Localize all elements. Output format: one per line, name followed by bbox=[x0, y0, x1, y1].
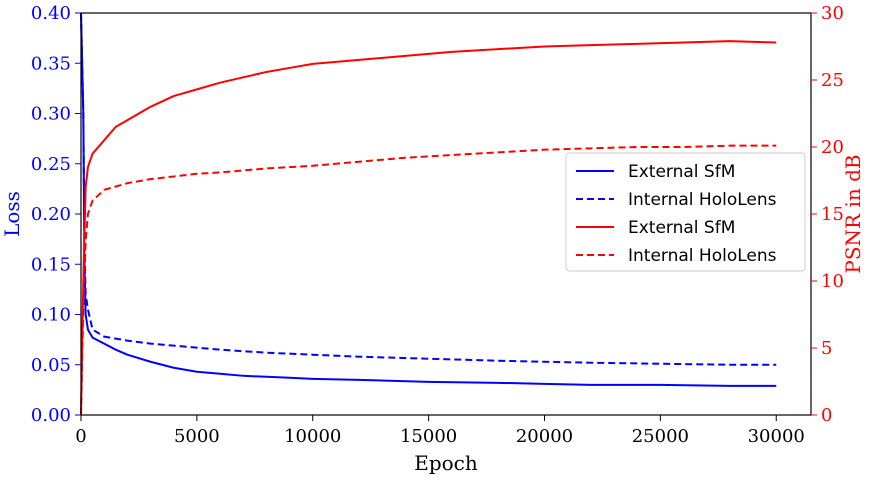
x-tick-label: 0 bbox=[75, 426, 86, 447]
series-line-external-sfm-loss bbox=[80, 12, 777, 387]
x-tick-label: 10000 bbox=[284, 426, 341, 447]
legend: External SfM Internal HoloLens External … bbox=[565, 152, 806, 272]
x-tick-label: 5000 bbox=[174, 426, 220, 447]
y-axis-left: 0.00 0.05 0.10 0.15 0.20 0.25 0.30 0.35 0.40 bbox=[31, 3, 81, 426]
x-tick-label: 20000 bbox=[516, 426, 573, 447]
x-tick-label: 30000 bbox=[748, 426, 805, 447]
legend-label-external-sfm-loss: External SfM bbox=[628, 162, 735, 182]
legend-box bbox=[565, 152, 806, 272]
series-line-external-sfm-psnr bbox=[80, 40, 777, 416]
y-right-tick-label: 0 bbox=[821, 405, 832, 426]
y-right-tick-label: 20 bbox=[821, 137, 844, 158]
y-left-tick-label: 0.25 bbox=[31, 154, 71, 175]
y-axis-right: 0 5 10 15 20 25 30 bbox=[811, 3, 844, 426]
x-axis: 0 5000 10000 15000 20000 25000 30000 bbox=[75, 415, 805, 447]
y-left-tick-label: 0.30 bbox=[31, 104, 71, 125]
legend-label-internal-hololens-loss: Internal HoloLens bbox=[628, 190, 777, 210]
y-axis-right-title: PSNR in dB bbox=[841, 154, 865, 273]
x-tick-label: 15000 bbox=[400, 426, 457, 447]
y-right-tick-label: 15 bbox=[821, 204, 844, 225]
legend-label-internal-hololens-psnr: Internal HoloLens bbox=[628, 246, 777, 266]
series-layer bbox=[80, 12, 777, 416]
y-left-tick-label: 0.15 bbox=[31, 254, 71, 275]
y-right-tick-label: 30 bbox=[821, 3, 844, 24]
y-axis-left-title: Loss bbox=[0, 191, 24, 237]
y-right-tick-label: 10 bbox=[821, 271, 844, 292]
series-line-internal-hololens-psnr bbox=[80, 144, 777, 416]
y-left-tick-label: 0.35 bbox=[31, 53, 71, 74]
y-right-tick-label: 25 bbox=[821, 70, 844, 91]
y-right-tick-label: 5 bbox=[821, 338, 832, 359]
x-tick-label: 25000 bbox=[632, 426, 689, 447]
legend-label-external-sfm-psnr: External SfM bbox=[628, 218, 735, 238]
series-line-internal-hololens-loss bbox=[80, 12, 777, 366]
y-left-tick-label: 0.00 bbox=[31, 405, 71, 426]
x-axis-title: Epoch bbox=[414, 451, 478, 475]
y-left-tick-label: 0.40 bbox=[31, 3, 71, 24]
y-left-tick-label: 0.10 bbox=[31, 305, 71, 326]
y-left-tick-label: 0.05 bbox=[31, 355, 71, 376]
y-left-tick-label: 0.20 bbox=[31, 204, 71, 225]
